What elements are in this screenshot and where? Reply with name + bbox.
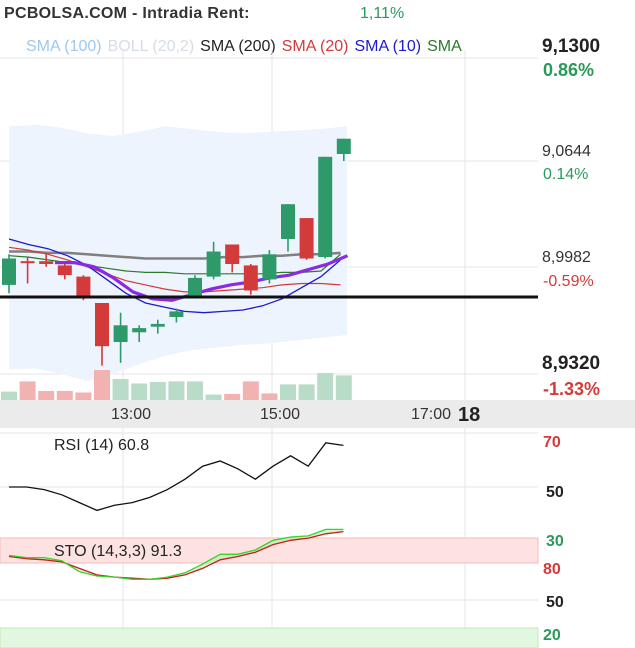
price-label: 8,9320 [542, 353, 600, 374]
sto-level: 50 [546, 594, 564, 611]
volume-bar [75, 392, 92, 400]
sma200-line [9, 250, 341, 260]
legend-sma20[interactable]: SMA (20) [281, 38, 349, 55]
price-axis: 9,1300 0.86% 9,0644 0.14% 8,9982 -0.59% … [542, 36, 600, 399]
volume-bar [224, 394, 241, 400]
volume-bar [242, 381, 259, 400]
legend-sma200[interactable]: SMA (200) [200, 38, 276, 55]
price-label: 8,9982 [542, 249, 591, 266]
volume-bar [168, 381, 185, 400]
volume-bar [56, 391, 73, 400]
volume-bar [280, 384, 296, 400]
candle-body [76, 276, 91, 297]
chart-title: PCBOLSA.COM - Intradia Rent: [4, 5, 250, 22]
candle-body [318, 156, 333, 257]
candlesticks [2, 138, 351, 366]
sto-k-line [8, 528, 344, 580]
sto-panel: STO (14,3,3) 91.3 80 50 20 [0, 528, 564, 648]
price-label: 9,1300 [542, 36, 600, 57]
legend-sma100[interactable]: SMA (100) [26, 38, 102, 55]
candle-body [281, 204, 295, 239]
candle-body [113, 325, 128, 342]
candle-body [262, 254, 277, 280]
volume-bars [1, 370, 352, 400]
volume-bar [94, 370, 110, 400]
legend-sma10[interactable]: SMA (10) [354, 38, 422, 55]
candle-body [299, 218, 314, 259]
chart-header: PCBOLSA.COM - Intradia Rent: 1,11% [0, 0, 635, 28]
time-axis-bar [0, 400, 635, 428]
rsi-line [9, 442, 344, 512]
sto-level: 80 [543, 561, 561, 578]
sto-label: STO (14,3,3) 91.3 [54, 543, 182, 560]
volume-bar [205, 394, 222, 400]
candle-body [225, 244, 240, 264]
rsi-panel: RSI (14) 60.8 70 50 30 [0, 432, 564, 550]
candle-body [150, 323, 165, 327]
candle-body [206, 251, 221, 277]
time-label: 15:00 [260, 406, 300, 423]
time-label: 17:00 [411, 406, 451, 423]
volume-bar [298, 384, 315, 400]
rsi-level: 70 [543, 434, 561, 451]
candle-body [20, 261, 35, 264]
candle-body [336, 138, 351, 154]
candle-body [169, 311, 184, 317]
volume-bar [131, 383, 148, 400]
candle-body [132, 328, 147, 333]
rsi-level: 30 [546, 533, 564, 550]
time-axis: 13:00 15:00 17:00 18 [111, 404, 480, 426]
candle-body [188, 277, 202, 298]
volume-bar [261, 393, 278, 400]
bollinger-band [9, 124, 347, 382]
sto-level: 20 [543, 627, 561, 644]
legend-sma[interactable]: SMA [427, 38, 462, 55]
candle-body [39, 261, 54, 264]
volume-bar [149, 382, 166, 400]
legend-boll[interactable]: BOLL (20,2) [107, 38, 195, 55]
price-label: 9,0644 [542, 143, 591, 160]
candle-body [95, 303, 109, 347]
price-pct-label: 0.86% [543, 60, 594, 80]
price-pct-label: 0.14% [543, 166, 588, 183]
volume-bar [38, 391, 55, 400]
volume-bar [1, 391, 17, 400]
candle-body [57, 265, 72, 276]
time-label-day: 18 [458, 404, 480, 426]
bollinger-area [9, 124, 347, 382]
price-pct-label: -1.33% [543, 379, 600, 399]
sma20-line [8, 246, 341, 293]
volume-bar [335, 375, 352, 400]
rent-value: 1,11% [360, 5, 405, 22]
volume-bar [187, 381, 203, 400]
price-pct-label: -0.59% [543, 273, 594, 290]
volume-bar [19, 381, 36, 400]
volume-bar [317, 373, 334, 400]
rsi-label: RSI (14) 60.8 [54, 437, 149, 454]
time-label: 13:00 [111, 406, 151, 423]
volume-bar [112, 379, 129, 400]
candle-body [2, 258, 16, 285]
candle-body [243, 265, 258, 291]
rsi-level: 50 [546, 484, 564, 501]
indicator-legend: SMA (100) BOLL (20,2) SMA (200) SMA (20) SMA… [26, 38, 468, 56]
